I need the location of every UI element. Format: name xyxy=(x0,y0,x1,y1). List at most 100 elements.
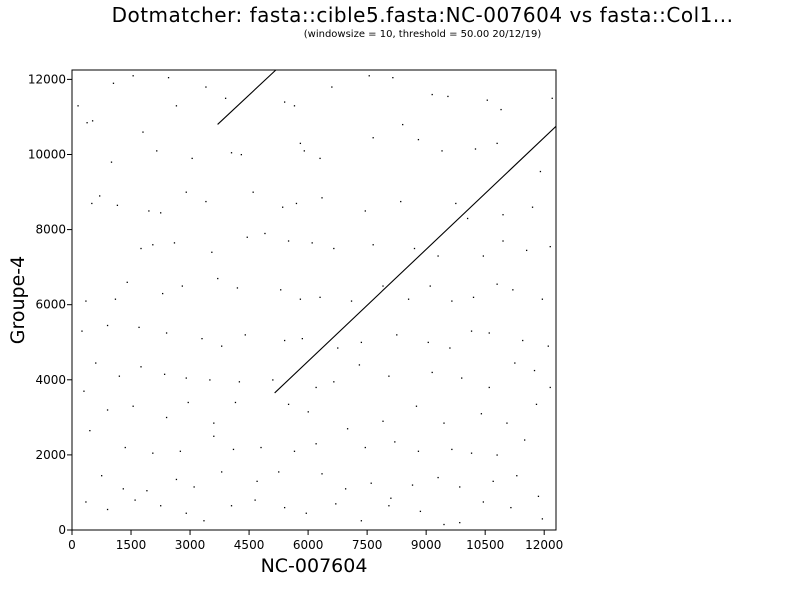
match-dot xyxy=(364,210,366,212)
match-dot xyxy=(287,240,290,242)
dots-layer xyxy=(77,75,553,526)
match-dot xyxy=(394,441,396,443)
match-dot xyxy=(480,413,483,415)
match-dot xyxy=(470,330,473,332)
x-tick-label: 1500 xyxy=(116,538,147,552)
match-dot xyxy=(254,499,256,501)
y-tick-label: 6000 xyxy=(35,298,66,312)
match-dot xyxy=(106,324,109,327)
x-axis-label: NC-007604 xyxy=(261,555,368,577)
match-dot xyxy=(114,298,117,300)
match-dot xyxy=(344,488,347,490)
match-dot xyxy=(541,298,544,300)
match-dot xyxy=(282,206,284,208)
match-dot xyxy=(315,443,317,445)
x-tick-label: 3000 xyxy=(175,538,206,552)
match-dot xyxy=(447,95,449,98)
match-dot xyxy=(160,212,162,214)
match-dot xyxy=(101,475,103,477)
match-dot xyxy=(156,150,158,152)
match-dot xyxy=(417,450,420,452)
match-dot xyxy=(264,232,266,235)
match-dot xyxy=(307,411,309,413)
match-dot xyxy=(496,142,498,145)
match-dot xyxy=(372,137,374,139)
match-dot xyxy=(91,120,94,122)
match-dot xyxy=(539,170,542,173)
match-dot xyxy=(116,204,119,206)
match-dot xyxy=(224,97,227,99)
match-dot xyxy=(419,510,422,513)
match-dot xyxy=(89,429,91,432)
match-dot xyxy=(162,292,164,295)
match-dot xyxy=(295,202,298,205)
match-dot xyxy=(417,138,420,141)
match-dot xyxy=(319,296,321,298)
match-dot xyxy=(486,99,488,101)
y-tick-label: 0 xyxy=(58,523,66,537)
match-dot xyxy=(234,401,237,404)
match-dot xyxy=(244,334,246,336)
match-dot xyxy=(140,366,142,368)
match-dot xyxy=(230,152,233,154)
match-dot xyxy=(160,505,162,507)
match-dot xyxy=(492,480,494,482)
match-dot xyxy=(106,508,109,511)
match-dot xyxy=(500,108,502,111)
match-dot xyxy=(175,478,178,481)
match-dot xyxy=(533,369,536,372)
match-dot xyxy=(455,202,457,205)
y-tick-label: 10000 xyxy=(28,147,66,161)
match-dot xyxy=(283,339,286,342)
match-dot xyxy=(321,197,323,199)
match-dot xyxy=(535,403,538,406)
match-dot xyxy=(293,105,296,107)
match-dot xyxy=(167,77,170,79)
match-dot xyxy=(91,202,93,205)
match-dot xyxy=(549,386,551,389)
match-dot xyxy=(461,377,463,379)
match-dot xyxy=(474,148,477,150)
match-dot xyxy=(132,405,134,407)
match-dot xyxy=(388,505,390,507)
match-dot xyxy=(173,242,176,244)
match-dot xyxy=(122,488,124,490)
match-dot xyxy=(368,75,370,77)
match-dot xyxy=(382,285,384,287)
match-dot xyxy=(193,486,195,488)
match-dot xyxy=(301,337,303,340)
match-dot xyxy=(230,505,233,507)
match-dot xyxy=(459,486,461,488)
match-dot xyxy=(283,506,286,509)
match-dot xyxy=(396,334,398,336)
match-dot xyxy=(459,521,461,524)
match-dot xyxy=(152,452,154,454)
match-dot xyxy=(524,439,526,441)
match-dot xyxy=(431,371,433,374)
match-dot xyxy=(148,210,150,212)
match-dot xyxy=(364,446,366,449)
match-dot xyxy=(443,523,445,526)
match-dot xyxy=(132,75,134,77)
match-dot xyxy=(522,339,524,342)
y-tick-label: 12000 xyxy=(28,72,66,86)
match-dot xyxy=(185,377,187,379)
match-dot xyxy=(124,446,126,449)
match-dot xyxy=(402,123,404,126)
match-dot xyxy=(502,214,504,216)
match-dot xyxy=(482,255,485,257)
match-dot xyxy=(303,150,305,152)
x-tick-label: 9000 xyxy=(411,538,442,552)
match-dot xyxy=(502,240,504,242)
match-dot xyxy=(382,420,384,422)
match-dot xyxy=(83,390,85,392)
plot-frame xyxy=(71,69,557,531)
match-dot xyxy=(287,403,290,406)
match-dot xyxy=(99,195,101,197)
match-dot xyxy=(427,341,429,344)
match-dot xyxy=(415,405,418,407)
match-dot xyxy=(449,347,451,349)
match-dot xyxy=(319,157,321,160)
match-dot xyxy=(165,416,168,419)
match-dot xyxy=(400,200,402,203)
